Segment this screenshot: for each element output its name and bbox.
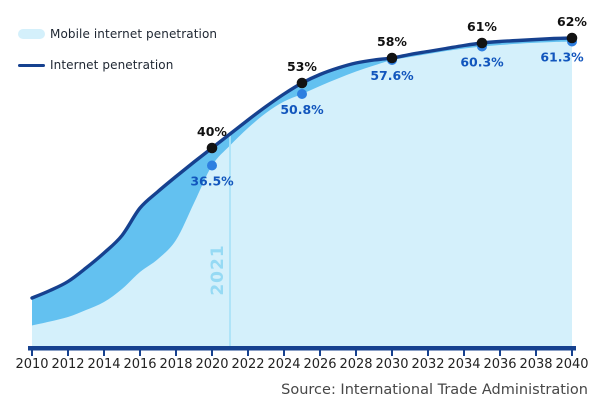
internet-data-label: 40% bbox=[197, 124, 227, 139]
x-tick-label: 2014 bbox=[87, 357, 120, 372]
mobile-area-swatch-icon bbox=[18, 29, 45, 39]
source-attribution: Source: International Trade Administrati… bbox=[281, 382, 588, 398]
internet-data-label: 58% bbox=[377, 34, 407, 49]
legend-label-mobile: Mobile internet penetration bbox=[50, 27, 218, 41]
x-tick-label: 2030 bbox=[375, 357, 408, 372]
x-tick-label: 2036 bbox=[483, 357, 516, 372]
legend-item-internet: Internet penetration bbox=[18, 58, 217, 72]
legend: Mobile internet penetration Internet pen… bbox=[18, 27, 217, 72]
x-axis-tick bbox=[103, 349, 105, 356]
mobile-data-label: 57.6% bbox=[370, 68, 414, 83]
annotation-2021-label: 2021 bbox=[208, 244, 228, 296]
x-tick-label: 2018 bbox=[159, 357, 192, 372]
mobile-data-label: 36.5% bbox=[190, 174, 234, 189]
legend-item-mobile: Mobile internet penetration bbox=[18, 27, 217, 41]
x-tick-label: 2038 bbox=[519, 357, 552, 372]
x-axis-tick bbox=[355, 349, 357, 356]
x-tick-label: 2028 bbox=[339, 357, 372, 372]
x-axis-tick bbox=[391, 349, 393, 356]
x-axis-tick bbox=[463, 349, 465, 356]
x-axis-tick bbox=[571, 349, 573, 356]
internet-data-point bbox=[476, 37, 488, 49]
mobile-data-label: 61.3% bbox=[540, 50, 584, 65]
x-axis-tick bbox=[427, 349, 429, 356]
x-tick-label: 2020 bbox=[195, 357, 228, 372]
internet-data-point bbox=[296, 77, 308, 89]
x-axis-tick bbox=[499, 349, 501, 356]
mobile-data-point bbox=[297, 89, 307, 99]
mobile-data-point bbox=[207, 160, 217, 171]
x-axis-line bbox=[28, 346, 576, 351]
x-tick-label: 2010 bbox=[15, 357, 48, 372]
x-axis-tick bbox=[139, 349, 141, 356]
x-tick-label: 2016 bbox=[123, 357, 156, 372]
internet-data-label: 62% bbox=[557, 14, 587, 29]
x-tick-label: 2022 bbox=[231, 357, 264, 372]
x-tick-label: 2034 bbox=[447, 357, 480, 372]
legend-label-internet: Internet penetration bbox=[50, 58, 174, 72]
x-axis-tick bbox=[31, 349, 33, 356]
x-axis-tick bbox=[319, 349, 321, 356]
internet-data-point bbox=[566, 32, 578, 44]
internet-data-point bbox=[206, 142, 218, 154]
internet-data-label: 53% bbox=[287, 59, 317, 74]
internet-data-point bbox=[386, 52, 398, 64]
mobile-data-label: 60.3% bbox=[460, 55, 504, 70]
x-tick-label: 2026 bbox=[303, 357, 336, 372]
x-tick-label: 2024 bbox=[267, 357, 300, 372]
x-axis-tick bbox=[175, 349, 177, 356]
x-axis-tick bbox=[247, 349, 249, 356]
x-tick-label: 2012 bbox=[51, 357, 84, 372]
internet-line-swatch-icon bbox=[18, 63, 45, 67]
x-axis-tick bbox=[283, 349, 285, 356]
x-axis-tick bbox=[535, 349, 537, 356]
x-tick-label: 2032 bbox=[411, 357, 444, 372]
x-axis-tick bbox=[67, 349, 69, 356]
mobile-data-label: 50.8% bbox=[280, 102, 324, 117]
x-axis-tick bbox=[211, 349, 213, 356]
mobile-penetration-area bbox=[32, 41, 572, 348]
x-tick-label: 2040 bbox=[555, 357, 588, 372]
internet-data-label: 61% bbox=[467, 19, 497, 34]
